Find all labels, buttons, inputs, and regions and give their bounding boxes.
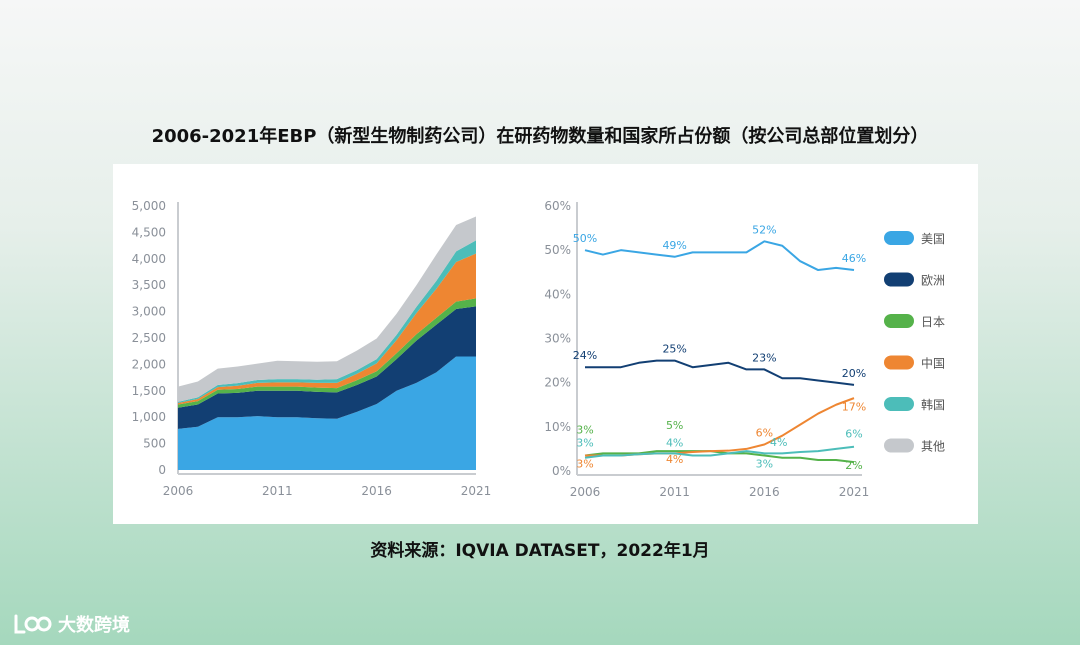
line-y-tick-label: 30% bbox=[544, 332, 571, 346]
legend-swatch-usa bbox=[884, 231, 914, 245]
data-label: 3% bbox=[756, 457, 773, 470]
area-series-china bbox=[178, 253, 476, 405]
line-series-usa bbox=[584, 240, 855, 272]
area-y-tick-label: 1,500 bbox=[132, 384, 166, 398]
data-label: 49% bbox=[662, 239, 686, 252]
line-y-tick-label: 20% bbox=[544, 376, 571, 390]
area-y-tick-label: 2,500 bbox=[132, 331, 166, 345]
line-y-tick-label: 60% bbox=[544, 199, 571, 213]
chart-panel: 0 500 1,000 1,500 2,000 2,500 3,000 3,500 4,000 4… bbox=[113, 164, 978, 524]
data-label: 24% bbox=[573, 349, 597, 362]
data-label: 23% bbox=[752, 351, 776, 364]
data-label: 17% bbox=[842, 400, 866, 413]
legend-swatch-other bbox=[884, 438, 914, 453]
brand: 大数跨境 bbox=[12, 611, 130, 637]
area-x-tick-label: 2021 bbox=[461, 484, 492, 498]
area-y-tick-label: 4,000 bbox=[132, 252, 166, 266]
data-label: 4% bbox=[666, 437, 683, 450]
legend-label-other: 其他 bbox=[921, 440, 945, 454]
legend-label-japan: 日本 bbox=[921, 315, 945, 329]
area-series-usa bbox=[178, 356, 476, 470]
data-label: 52% bbox=[752, 223, 776, 236]
data-label: 5% bbox=[666, 419, 683, 432]
chart-canvas: 0 500 1,000 1,500 2,000 2,500 3,000 3,500 4,000 4… bbox=[132, 199, 945, 499]
brand-name: 大数跨境 bbox=[58, 615, 130, 636]
source-note: 资料来源：IQVIA DATASET，2022年1月 bbox=[370, 541, 710, 561]
data-label: 4% bbox=[770, 436, 787, 449]
data-label: 3% bbox=[576, 457, 593, 470]
area-y-tick-label: 0 bbox=[158, 463, 166, 477]
legend-swatch-europe bbox=[884, 272, 914, 287]
line-x-tick-label: 2006 bbox=[570, 485, 601, 499]
data-label: 46% bbox=[842, 252, 866, 265]
area-x-tick-label: 2011 bbox=[262, 484, 293, 498]
line-series-japan bbox=[584, 450, 855, 464]
area-y-tick-label: 5,000 bbox=[132, 199, 166, 213]
area-y-tick-label: 1,000 bbox=[132, 410, 166, 424]
legend-label-korea: 韩国 bbox=[921, 397, 945, 412]
legend-label-usa: 美国 bbox=[921, 232, 945, 246]
line-series-europe bbox=[585, 359, 855, 386]
data-label: 20% bbox=[842, 367, 866, 380]
area-series-japan bbox=[178, 298, 476, 408]
line-x-tick-label: 2016 bbox=[749, 485, 780, 499]
data-label: 3% bbox=[576, 423, 593, 436]
area-x-tick-label: 2006 bbox=[163, 484, 194, 498]
data-label: 50% bbox=[573, 232, 597, 245]
data-label: 3% bbox=[576, 437, 593, 450]
data-label: 25% bbox=[662, 343, 686, 356]
line-y-tick-label: 10% bbox=[544, 420, 571, 434]
area-series-europe bbox=[178, 306, 476, 429]
line-x-tick-label: 2011 bbox=[659, 485, 690, 499]
line-series-china bbox=[585, 397, 855, 457]
brand-logo-icon bbox=[14, 614, 52, 634]
area-y-tick-label: 500 bbox=[143, 437, 166, 451]
legend-swatch-china bbox=[884, 355, 914, 370]
line-series-korea bbox=[584, 445, 855, 459]
area-y-tick-label: 4,500 bbox=[132, 225, 166, 239]
line-y-tick-label: 50% bbox=[544, 243, 571, 257]
legend-swatch-japan bbox=[884, 314, 914, 328]
data-label: 4% bbox=[666, 453, 683, 466]
area-x-tick-label: 2016 bbox=[361, 484, 392, 498]
area-y-tick-label: 3,000 bbox=[132, 305, 166, 319]
line-y-tick-label: 40% bbox=[544, 287, 571, 301]
data-label: 2% bbox=[845, 459, 862, 472]
data-label: 6% bbox=[845, 427, 862, 440]
legend-label-china: 中国 bbox=[921, 356, 945, 371]
line-y-tick-label: 0% bbox=[552, 464, 571, 478]
data-label: 6% bbox=[756, 427, 773, 440]
line-x-tick-label: 2021 bbox=[839, 485, 870, 499]
legend-label-europe: 欧洲 bbox=[921, 274, 945, 288]
legend-swatch-korea bbox=[884, 397, 914, 411]
area-series-other bbox=[178, 216, 476, 402]
page-title: 2006-2021年EBP（新型生物制药公司）在研药物数量和国家所占份额（按公司… bbox=[151, 126, 929, 147]
area-y-tick-label: 2,000 bbox=[132, 357, 166, 371]
area-y-tick-label: 3,500 bbox=[132, 278, 166, 292]
